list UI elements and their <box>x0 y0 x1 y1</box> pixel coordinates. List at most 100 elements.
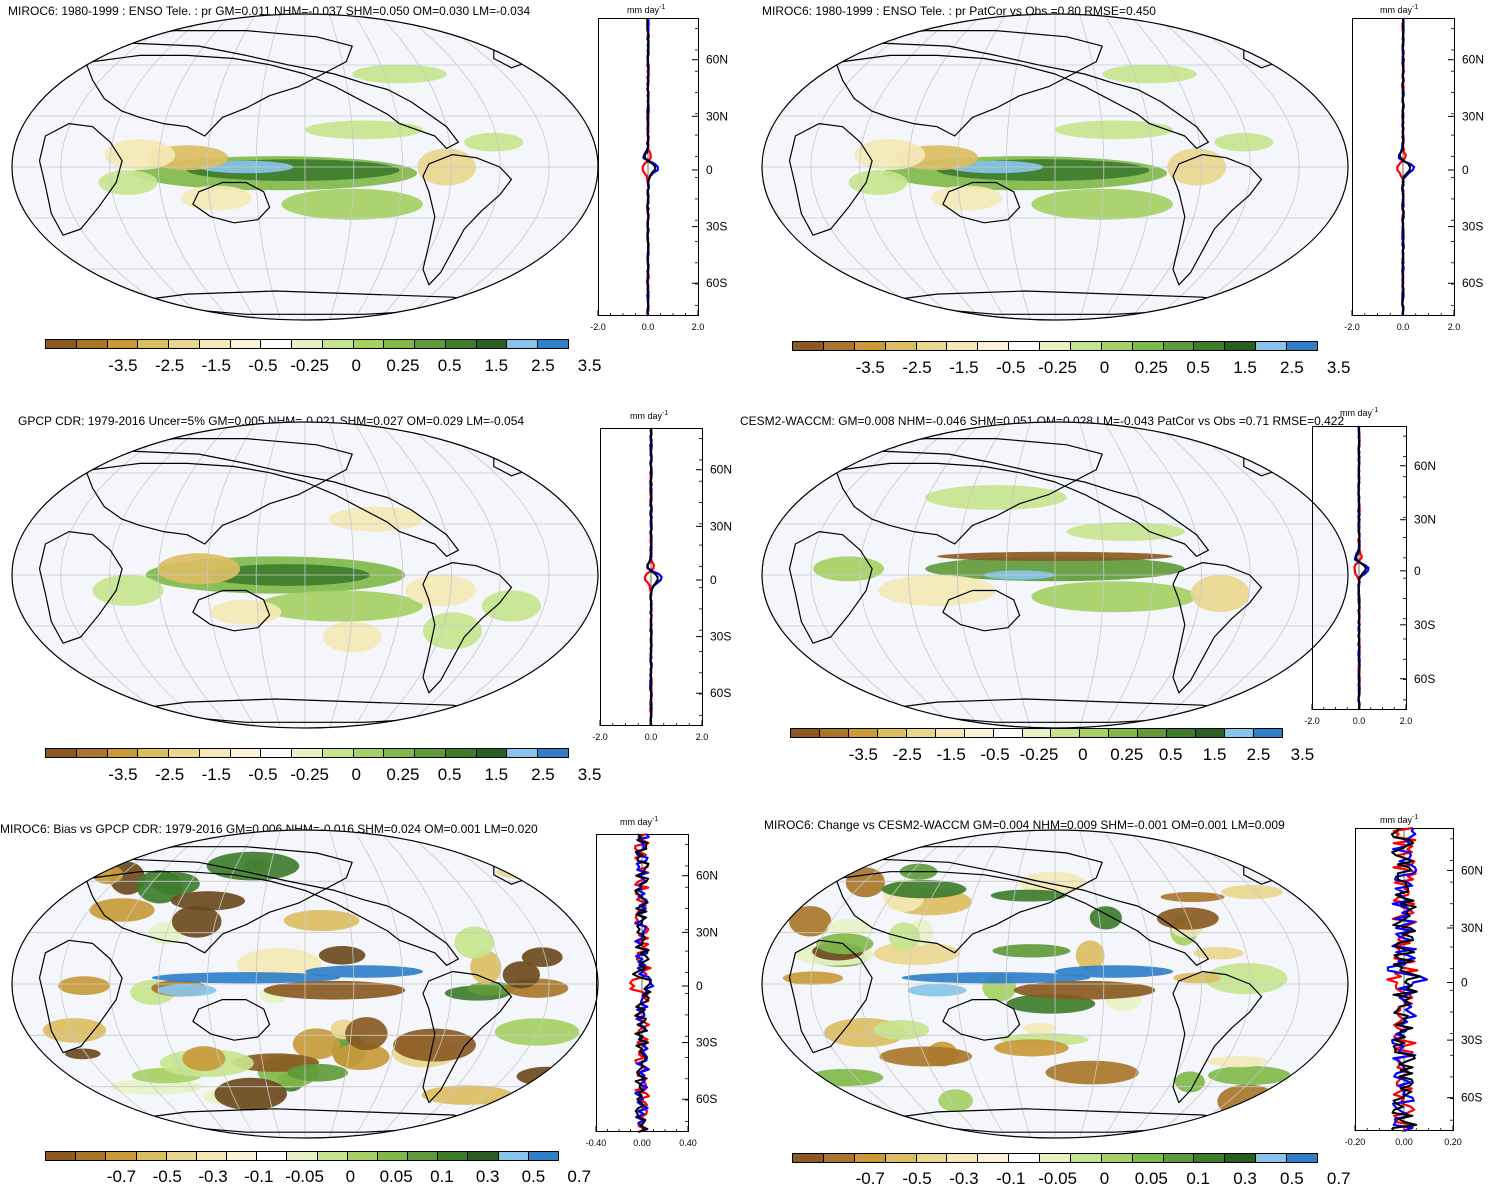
units-label: mm day-1 <box>1380 814 1419 825</box>
colorbar-swatch <box>1163 342 1195 350</box>
anomaly-region <box>257 590 423 622</box>
colorbar-swatch <box>292 340 323 348</box>
anomaly-region <box>482 590 541 622</box>
antarctica-coastline <box>115 290 513 315</box>
colorbar-labels: -0.7 -0.5 -0.3 -0.1 -0.05 0 0.05 0.1 0.3 0.5 0.7 <box>45 1167 591 1189</box>
colorbar-swatch <box>507 749 539 757</box>
colorbar-labels: -3.5 -2.5 -1.5 -0.5 -0.25 0 0.25 0.5 1.5 2.5 3.5 <box>792 358 1351 380</box>
australia-coastline <box>942 589 1021 632</box>
colorbar-label: -0.5 <box>996 358 1026 377</box>
map-border <box>761 829 1349 1139</box>
black-series <box>632 833 652 1133</box>
colorbar-swatch <box>1040 1154 1071 1162</box>
lat-tick-label: 30S <box>1414 618 1435 632</box>
lat-tick-label: 30N <box>696 925 718 939</box>
longitude-line <box>1176 830 1300 1138</box>
lat-tick-label: 30N <box>710 519 732 533</box>
colorbar-swatch <box>906 729 936 737</box>
anomaly-region <box>907 984 967 997</box>
colorbar-swatch <box>916 1154 948 1162</box>
anomaly-region <box>157 984 217 997</box>
anomaly-region <box>992 944 1071 958</box>
colorbar-swatch <box>885 342 917 350</box>
anomaly-region <box>881 880 967 899</box>
panel-title: MIROC6: 1980-1999 : ENSO Tele. : pr GM=0… <box>8 4 531 18</box>
colorbar-swatch <box>322 340 354 348</box>
colorbar-label: 0.5 <box>437 765 462 784</box>
value-tick-label: 0.0 <box>642 322 655 332</box>
robinson-map <box>761 421 1349 729</box>
colorbar-label: 1.5 <box>1202 745 1227 764</box>
colorbar-labels: -3.5 -2.5 -1.5 -0.5 -0.25 0 0.25 0.5 1.5 2.5 3.5 <box>790 745 1315 767</box>
eurasia-coastline <box>830 30 1103 137</box>
colorbar-swatch <box>854 1154 886 1162</box>
colorbar-label: 0.1 <box>430 1167 454 1186</box>
lat-tick-label: 60N <box>706 53 728 67</box>
africa-coastline <box>38 939 123 1054</box>
eurasia-coastline <box>80 30 353 137</box>
eurasia-coastline <box>80 438 353 545</box>
colorbar-swatch <box>1194 342 1226 350</box>
africa-coastline <box>788 122 873 236</box>
longitude-line <box>60 14 184 320</box>
anomaly-region <box>89 898 155 922</box>
anomaly-region <box>92 575 164 606</box>
colorbar-swatch <box>261 340 293 348</box>
anomaly-region <box>1208 1065 1291 1085</box>
south-america-coastline <box>1172 154 1263 286</box>
longitude-line <box>377 14 452 320</box>
colorbar-label: -0.05 <box>285 1167 324 1186</box>
lat-tick-label: 30N <box>1461 921 1483 935</box>
panel-title: GPCP CDR: 1979-2016 Uncer=5% GM=0.005 NH… <box>18 414 525 428</box>
longitude-line <box>1103 830 1153 1138</box>
north-america-coastline <box>800 42 1209 149</box>
anomaly-region <box>151 972 341 984</box>
north-america-coastline <box>50 42 459 149</box>
longitude-line <box>1176 14 1300 320</box>
anomaly-region <box>502 961 540 989</box>
value-tick-label: 0.00 <box>633 1138 651 1148</box>
longitude-line <box>1127 830 1202 1138</box>
lat-tick-label: 60N <box>710 463 732 477</box>
longitude-line <box>908 14 983 320</box>
anomaly-region <box>1214 132 1274 152</box>
longitude-line <box>207 14 257 320</box>
colorbar-swatch <box>1101 342 1133 350</box>
colorbar-swatch <box>1040 342 1071 350</box>
colorbar-swatch <box>1256 1154 1287 1162</box>
colorbar-label: 0.5 <box>521 1167 546 1186</box>
colorbar-label: 0.05 <box>1134 1169 1168 1188</box>
colorbar-label: -0.25 <box>1038 358 1077 377</box>
robinson-map <box>761 13 1349 321</box>
anomaly-region <box>1031 581 1197 613</box>
colorbar-label: 3.5 <box>577 765 602 784</box>
zonal-mean-plot: 60N 30N 0 30S 60S -2.0 0.0 2.0 <box>592 427 732 742</box>
value-tick-label: 2.0 <box>1448 322 1461 332</box>
anomaly-region <box>1174 1071 1205 1093</box>
colorbar-swatch <box>1225 729 1254 737</box>
colorbar-swatch <box>1022 729 1052 737</box>
anomaly-region <box>393 1028 476 1062</box>
north-america-coastline <box>50 450 459 557</box>
anomaly-region <box>263 980 406 1000</box>
anomaly-region <box>782 971 844 985</box>
colorbar-swatch <box>877 729 907 737</box>
colorbar-swatch <box>1256 342 1287 350</box>
longitude-line <box>908 830 983 1138</box>
lat-tick-label: 60S <box>1461 1091 1482 1105</box>
colorbar-swatch <box>107 749 139 757</box>
colorbar-swatch <box>1132 1154 1164 1162</box>
anomaly-region <box>210 599 282 625</box>
units-label: mm day-1 <box>627 4 666 15</box>
anomaly-region <box>352 64 447 84</box>
anomaly-region <box>305 965 423 978</box>
anomaly-region <box>182 1046 226 1072</box>
colorbar-swatch <box>1070 342 1102 350</box>
colorbar-swatch <box>1051 729 1081 737</box>
longitude-line <box>1005 830 1031 1138</box>
anomaly-region <box>1045 1060 1139 1085</box>
lat-tick-label: 60N <box>696 869 718 883</box>
longitude-line <box>353 422 403 728</box>
colorbar-label: 0 <box>1099 1169 1110 1188</box>
south-america-coastline <box>422 970 513 1104</box>
